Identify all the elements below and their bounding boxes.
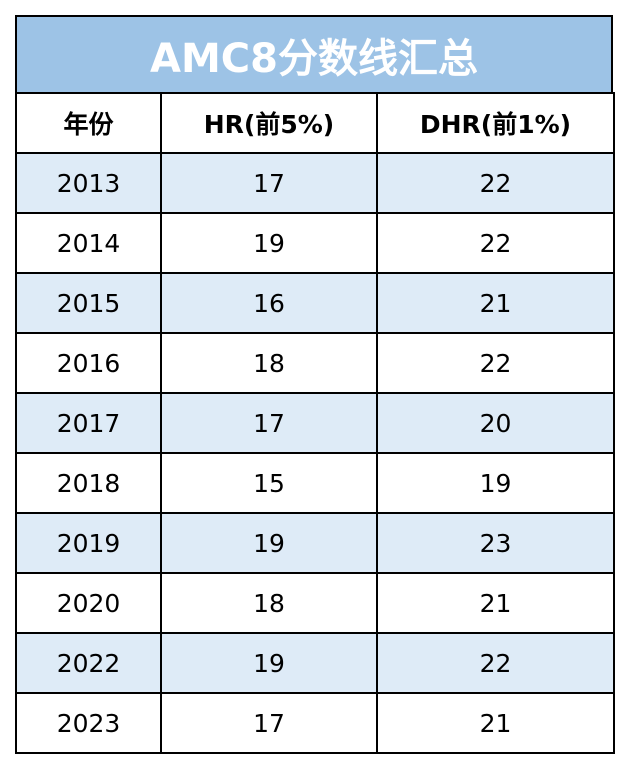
dhr-cell: 22 — [376, 632, 615, 694]
hr-cell: 18 — [160, 332, 378, 394]
table-row: 2019 19 23 — [15, 512, 615, 574]
score-table-container: AMC8分数线汇总 年份 HR(前5%) DHR(前1%) 2013 17 22… — [15, 15, 615, 754]
dhr-cell: 19 — [376, 452, 615, 514]
table-row: 2018 15 19 — [15, 452, 615, 514]
dhr-cell: 22 — [376, 332, 615, 394]
year-cell: 2019 — [15, 512, 162, 574]
hr-cell: 16 — [160, 272, 378, 334]
score-table: 年份 HR(前5%) DHR(前1%) 2013 17 22 2014 19 2… — [15, 92, 615, 754]
dhr-cell: 22 — [376, 152, 615, 214]
column-header-hr: HR(前5%) — [160, 92, 378, 154]
table-row: 2014 19 22 — [15, 212, 615, 274]
hr-cell: 19 — [160, 212, 378, 274]
table-row: 2020 18 21 — [15, 572, 615, 634]
hr-cell: 17 — [160, 692, 378, 754]
dhr-cell: 21 — [376, 692, 615, 754]
year-cell: 2013 — [15, 152, 162, 214]
table-row: 2015 16 21 — [15, 272, 615, 334]
year-cell: 2017 — [15, 392, 162, 454]
table-title-bar: AMC8分数线汇总 — [15, 15, 613, 92]
year-cell: 2014 — [15, 212, 162, 274]
year-cell: 2023 — [15, 692, 162, 754]
header-row: 年份 HR(前5%) DHR(前1%) — [15, 92, 615, 154]
hr-cell: 19 — [160, 512, 378, 574]
table-row: 2022 19 22 — [15, 632, 615, 694]
dhr-cell: 20 — [376, 392, 615, 454]
table-row: 2023 17 21 — [15, 692, 615, 754]
hr-cell: 17 — [160, 152, 378, 214]
hr-cell: 19 — [160, 632, 378, 694]
year-cell: 2016 — [15, 332, 162, 394]
hr-cell: 18 — [160, 572, 378, 634]
year-cell: 2018 — [15, 452, 162, 514]
year-cell: 2020 — [15, 572, 162, 634]
hr-cell: 17 — [160, 392, 378, 454]
table-row: 2017 17 20 — [15, 392, 615, 454]
dhr-cell: 22 — [376, 212, 615, 274]
year-cell: 2015 — [15, 272, 162, 334]
table-title: AMC8分数线汇总 — [150, 35, 478, 82]
dhr-cell: 21 — [376, 572, 615, 634]
year-cell: 2022 — [15, 632, 162, 694]
table-row: 2013 17 22 — [15, 152, 615, 214]
hr-cell: 15 — [160, 452, 378, 514]
dhr-cell: 23 — [376, 512, 615, 574]
dhr-cell: 21 — [376, 272, 615, 334]
column-header-year: 年份 — [15, 92, 162, 154]
column-header-dhr: DHR(前1%) — [376, 92, 615, 154]
table-row: 2016 18 22 — [15, 332, 615, 394]
